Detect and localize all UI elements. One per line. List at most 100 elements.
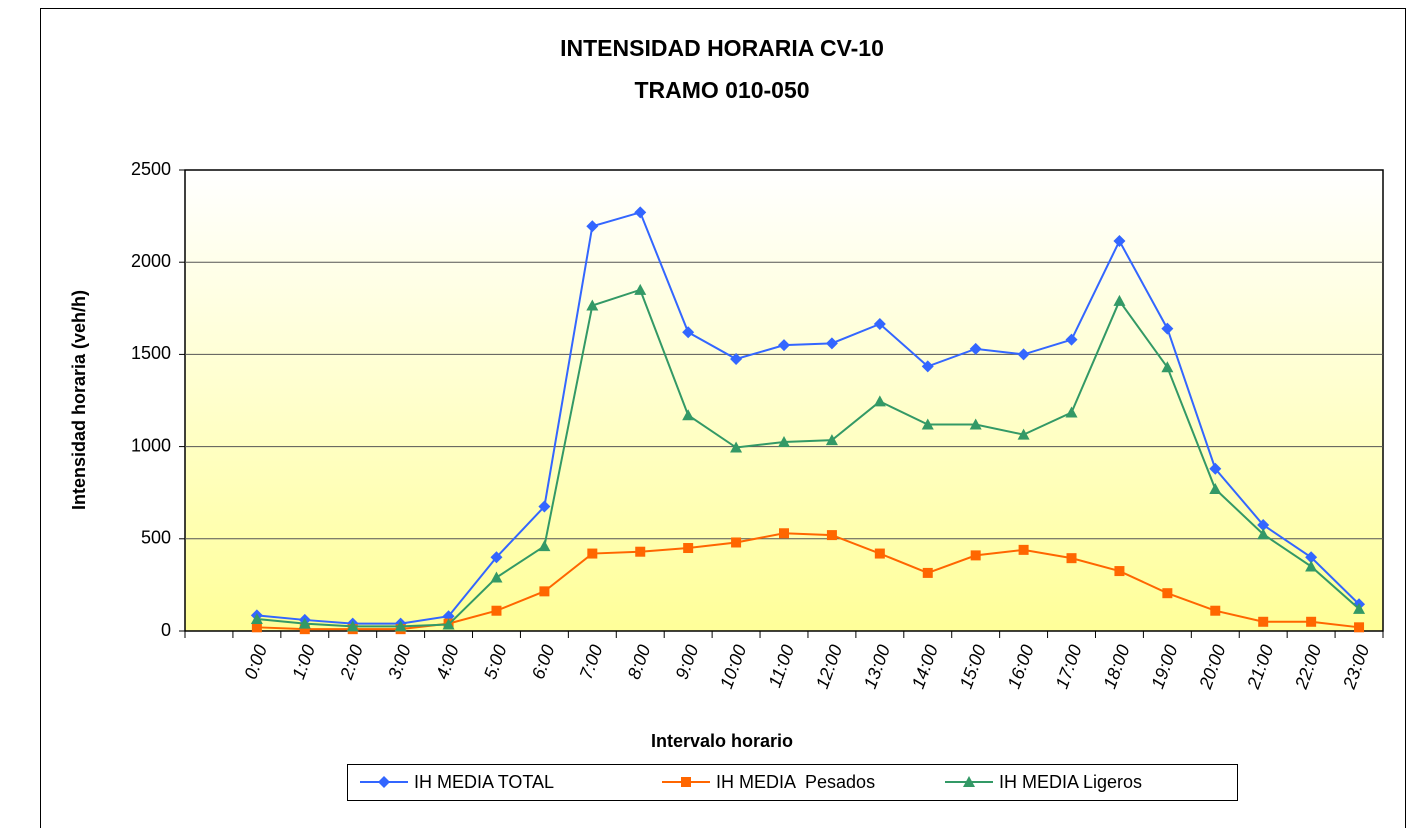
marker	[682, 409, 695, 421]
marker	[1209, 462, 1222, 475]
y-tick-label: 1500	[131, 343, 171, 363]
legend-label: IH MEDIA Ligeros	[999, 772, 1142, 792]
x-tick-label: 5:00	[480, 642, 511, 682]
marker	[251, 622, 262, 633]
marker	[1257, 528, 1270, 540]
marker	[250, 613, 263, 625]
marker	[825, 337, 838, 350]
x-tick-label: 16:00	[1004, 642, 1038, 691]
x-tick-label: 11:00	[764, 642, 798, 690]
marker	[1209, 483, 1222, 495]
series-line	[256, 288, 1360, 628]
x-tick-label: 14:00	[908, 642, 942, 691]
marker	[1258, 616, 1269, 627]
x-tick-label: 19:00	[1147, 642, 1181, 691]
marker	[1257, 518, 1270, 531]
marker	[1065, 333, 1078, 346]
marker	[921, 418, 934, 430]
series-line	[256, 211, 1360, 625]
marker	[778, 339, 790, 352]
marker	[586, 299, 599, 311]
marker	[1161, 322, 1174, 335]
chart-title: TRAMO 010-050	[634, 77, 809, 103]
y-tick-label: 1000	[131, 435, 171, 455]
x-tick-label: 4:00	[432, 642, 463, 682]
marker	[1305, 551, 1318, 564]
marker	[634, 206, 647, 219]
x-tick-label: 15:00	[956, 642, 990, 691]
x-tick-label: 21:00	[1243, 642, 1278, 692]
marker	[587, 548, 598, 559]
chart-frame	[40, 8, 1406, 828]
marker	[1210, 605, 1221, 616]
x-axis-title: Intervalo horario	[651, 731, 793, 751]
x-tick-label: 3:00	[384, 642, 415, 682]
marker	[1113, 234, 1126, 247]
marker	[1018, 544, 1029, 555]
x-tick-label: 17:00	[1052, 642, 1086, 691]
y-tick-label: 500	[141, 528, 171, 548]
x-tick-label: 10:00	[716, 642, 750, 691]
marker	[1354, 622, 1365, 633]
x-tick-label: 0:00	[240, 642, 271, 682]
legend-marker	[681, 777, 691, 787]
marker	[346, 620, 359, 632]
legend-label: IH MEDIA TOTAL	[414, 772, 554, 792]
marker	[1066, 553, 1077, 564]
x-tick-label: 7:00	[576, 642, 607, 682]
marker	[1161, 361, 1174, 373]
marker	[491, 605, 502, 616]
marker	[1017, 428, 1030, 440]
marker	[730, 353, 743, 366]
legend-marker	[963, 776, 975, 787]
marker	[826, 530, 837, 541]
marker	[490, 571, 503, 583]
marker	[969, 342, 982, 355]
marker	[635, 546, 646, 557]
marker	[1306, 616, 1317, 627]
x-tick-label: 18:00	[1099, 642, 1133, 691]
marker	[299, 624, 310, 635]
plot-area	[184, 169, 1384, 632]
y-axis-title: Intensidad horaria (veh/h)	[69, 290, 89, 510]
x-tick-label: 8:00	[624, 642, 655, 682]
marker	[538, 500, 551, 513]
marker	[873, 395, 886, 407]
legend-label: IH MEDIA Pesados	[716, 772, 875, 792]
marker	[442, 618, 455, 630]
marker	[1017, 348, 1030, 361]
marker	[298, 617, 311, 629]
marker	[874, 548, 885, 559]
marker	[921, 360, 934, 373]
marker	[394, 620, 407, 632]
x-tick-label: 9:00	[672, 642, 703, 682]
marker	[586, 220, 599, 233]
marker	[778, 435, 790, 447]
marker	[731, 537, 742, 548]
legend	[347, 764, 1238, 801]
x-tick-label: 6:00	[528, 642, 559, 682]
marker	[538, 540, 551, 552]
marker	[730, 441, 743, 453]
marker	[1305, 560, 1318, 572]
chart-title: INTENSIDAD HORARIA CV-10	[560, 35, 884, 61]
marker	[539, 586, 550, 597]
marker	[682, 326, 695, 339]
marker	[1114, 566, 1125, 577]
y-tick-label: 2500	[131, 159, 171, 179]
x-tick-label: 2:00	[336, 642, 367, 683]
marker	[683, 543, 694, 554]
marker	[970, 550, 981, 561]
legend-marker	[378, 776, 390, 788]
marker	[1065, 406, 1078, 418]
marker	[969, 418, 982, 430]
y-tick-label: 2000	[131, 251, 171, 271]
marker	[634, 283, 647, 295]
marker	[873, 317, 886, 330]
marker	[922, 567, 933, 578]
x-tick-label: 23:00	[1339, 642, 1374, 692]
x-tick-label: 13:00	[860, 642, 894, 691]
marker	[1162, 588, 1173, 599]
x-tick-label: 22:00	[1291, 642, 1326, 692]
